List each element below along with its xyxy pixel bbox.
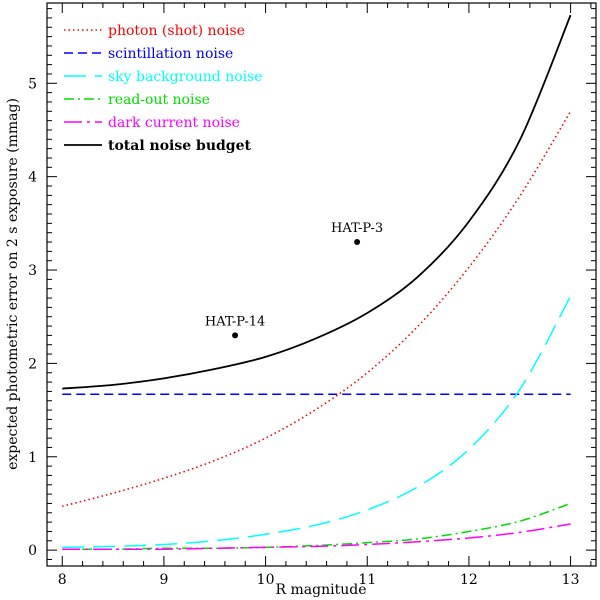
annotation-label: HAT-P-14 [205, 314, 265, 329]
series-line-2 [62, 295, 572, 549]
x-tick-label: 10 [257, 572, 275, 588]
y-axis-label: expected photometric error on 2 s exposu… [5, 98, 21, 470]
legend-label: scintillation noise [108, 46, 233, 62]
series-line-0 [62, 110, 572, 508]
x-tick-label: 9 [159, 572, 168, 588]
annotation-point [354, 239, 361, 246]
y-tick-label: 1 [28, 450, 37, 466]
y-tick-label: 5 [28, 76, 37, 92]
y-tick-label: 4 [28, 170, 37, 186]
annotation-layer: HAT-P-14 HAT-P-3 [205, 221, 383, 339]
plot-frame [46, 2, 597, 567]
y-tick-label: 2 [28, 356, 37, 372]
legend-label: sky background noise [108, 69, 263, 85]
legend-label: dark current noise [108, 115, 240, 131]
series-line-3 [62, 502, 571, 551]
legend: photon (shot) noise scintillation noise sk… [64, 23, 263, 154]
x-tick-label: 8 [58, 572, 67, 588]
annotation-point [232, 332, 239, 339]
legend-label: total noise budget [108, 138, 251, 154]
x-tick-label: 11 [358, 572, 376, 588]
annotation-label: HAT-P-3 [331, 221, 383, 236]
x-axis-label: R magnitude [276, 582, 367, 598]
legend-label: read-out noise [108, 92, 210, 108]
x-tick-label: 12 [460, 572, 478, 588]
series-layer [62, 14, 572, 551]
series-line-4 [62, 523, 571, 551]
x-tick-label: 13 [562, 572, 580, 588]
legend-label: photon (shot) noise [108, 23, 245, 39]
y-tick-label: 0 [28, 543, 37, 559]
series-line-5 [62, 14, 572, 390]
y-tick-label: 3 [28, 263, 37, 279]
